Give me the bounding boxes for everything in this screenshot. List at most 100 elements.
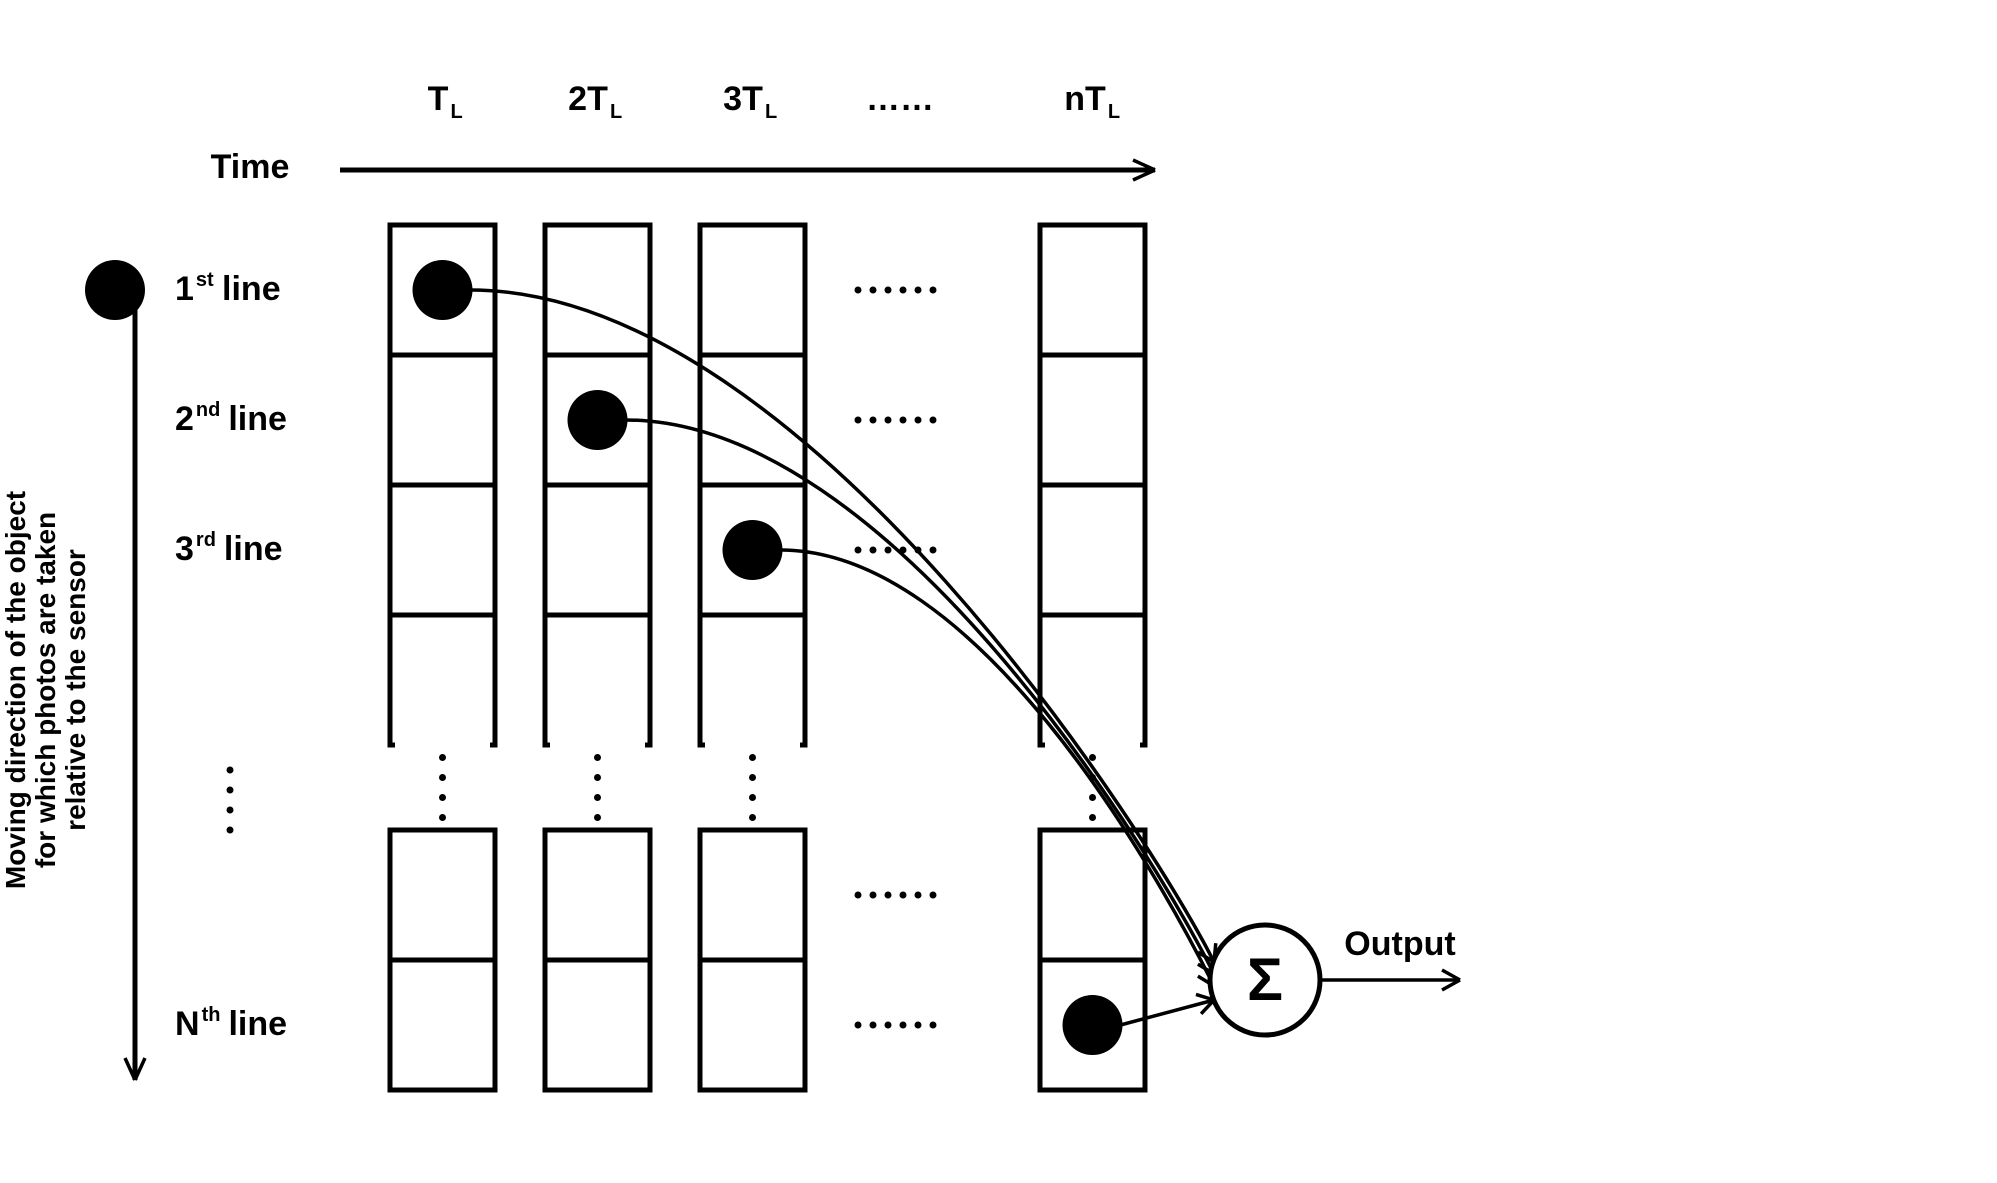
column-vdots xyxy=(749,794,756,801)
sensor-cell xyxy=(390,485,495,615)
between-columns-hdots xyxy=(870,1022,877,1029)
between-columns-hdots xyxy=(870,287,877,294)
cell-merge-mask xyxy=(705,740,800,750)
time-axis-label: Time xyxy=(211,148,290,186)
time-tick-ellipsis: …… xyxy=(866,80,934,118)
cell-merge-mask xyxy=(550,740,645,750)
between-columns-hdots xyxy=(930,1022,937,1029)
sensor-cell xyxy=(545,485,650,615)
between-columns-hdots xyxy=(915,892,922,899)
sensor-cell xyxy=(545,225,650,355)
data-dot xyxy=(413,260,473,320)
svg-text:T: T xyxy=(428,80,449,118)
svg-text:3T: 3T xyxy=(723,80,763,118)
svg-text:L: L xyxy=(1108,101,1120,123)
column-vdots xyxy=(439,754,446,761)
svg-text:nT: nT xyxy=(1064,80,1106,118)
svg-text:relative to the sensor: relative to the sensor xyxy=(60,549,91,831)
column-vdots xyxy=(594,774,601,781)
time-tick: nTL xyxy=(1064,80,1120,123)
between-columns-hdots xyxy=(930,417,937,424)
svg-text:N: N xyxy=(175,1005,200,1043)
sum-input-curve xyxy=(471,290,1215,962)
column-vdots xyxy=(1089,794,1096,801)
sensor-column xyxy=(700,225,805,1090)
sensor-cell xyxy=(545,960,650,1090)
column-vdots xyxy=(1089,754,1096,761)
svg-text:3: 3 xyxy=(175,530,194,568)
moving-direction-label: Moving direction of the objectfor which … xyxy=(0,491,91,889)
svg-text:L: L xyxy=(765,101,777,123)
row-label: 1stline xyxy=(175,269,281,308)
between-columns-hdots xyxy=(870,892,877,899)
between-columns-hdots xyxy=(855,892,862,899)
between-columns-hdots xyxy=(885,547,892,554)
time-tick: TL xyxy=(428,80,463,123)
svg-text:2: 2 xyxy=(175,400,194,438)
svg-text:L: L xyxy=(610,101,622,123)
sensor-cell xyxy=(390,830,495,960)
sensor-cell xyxy=(390,960,495,1090)
sensor-column xyxy=(1040,225,1145,1090)
between-columns-hdots xyxy=(885,892,892,899)
between-columns-hdots xyxy=(900,1022,907,1029)
between-columns-hdots xyxy=(870,547,877,554)
between-columns-hdots xyxy=(855,547,862,554)
between-columns-hdots xyxy=(855,287,862,294)
between-columns-hdots xyxy=(900,287,907,294)
sensor-column xyxy=(545,225,650,1090)
cell-merge-mask xyxy=(395,740,490,750)
sensor-column xyxy=(390,225,495,1090)
svg-text:L: L xyxy=(451,101,463,123)
cell-merge-mask xyxy=(1045,740,1140,750)
data-dot xyxy=(723,520,783,580)
between-columns-hdots xyxy=(885,1022,892,1029)
time-tick: 3TL xyxy=(723,80,777,123)
svg-text:line: line xyxy=(222,270,281,308)
sensor-cell xyxy=(700,225,805,355)
svg-text:line: line xyxy=(224,530,283,568)
between-columns-hdots xyxy=(900,892,907,899)
row-label: Nthline xyxy=(175,1004,287,1043)
svg-text:st: st xyxy=(196,269,214,291)
svg-text:th: th xyxy=(202,1004,221,1026)
svg-text:2T: 2T xyxy=(568,80,608,118)
row-label xyxy=(227,767,234,834)
svg-text:rd: rd xyxy=(196,529,216,551)
sum-input-curve xyxy=(626,420,1215,974)
sensor-cell xyxy=(1040,355,1145,485)
sensor-cell xyxy=(700,960,805,1090)
column-vdots xyxy=(594,754,601,761)
sensor-cell xyxy=(390,355,495,485)
svg-text:for which photos are taken: for which photos are taken xyxy=(30,512,61,868)
between-columns-hdots xyxy=(870,417,877,424)
sensor-cell xyxy=(1040,485,1145,615)
sensor-cell xyxy=(545,615,650,745)
data-dot xyxy=(1063,995,1123,1055)
sensor-cell xyxy=(700,830,805,960)
column-vdots xyxy=(749,814,756,821)
between-columns-hdots xyxy=(885,417,892,424)
column-vdots xyxy=(439,774,446,781)
between-columns-hdots xyxy=(930,547,937,554)
column-vdots xyxy=(749,754,756,761)
column-vdots xyxy=(594,794,601,801)
column-vdots xyxy=(594,814,601,821)
sum-node-symbol: Σ xyxy=(1247,946,1283,1013)
between-columns-hdots xyxy=(900,417,907,424)
svg-text:line: line xyxy=(228,400,287,438)
time-tick: 2TL xyxy=(568,80,622,123)
between-columns-hdots xyxy=(915,417,922,424)
row-label: 3rdline xyxy=(175,529,283,568)
column-vdots xyxy=(439,794,446,801)
between-columns-hdots xyxy=(930,287,937,294)
sensor-cell xyxy=(390,615,495,745)
sensor-cell xyxy=(545,830,650,960)
between-columns-hdots xyxy=(915,1022,922,1029)
svg-text:nd: nd xyxy=(196,399,220,421)
sensor-cell xyxy=(700,615,805,745)
data-dot xyxy=(568,390,628,450)
column-vdots xyxy=(749,774,756,781)
column-vdots xyxy=(439,814,446,821)
sensor-cell xyxy=(1040,225,1145,355)
